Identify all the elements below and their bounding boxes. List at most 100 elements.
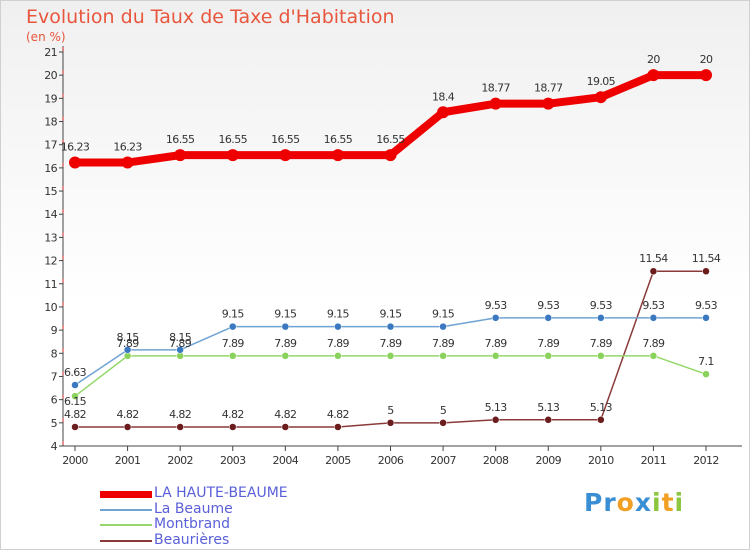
x-tick-label: 2006 — [378, 454, 404, 467]
legend-label: Beaurières — [154, 531, 230, 548]
data-label: 7.89 — [642, 337, 665, 350]
data-label: 16.23 — [113, 141, 142, 154]
x-tick-label: 2011 — [641, 454, 667, 467]
x-tick-label: 2012 — [693, 454, 719, 467]
data-point — [544, 416, 552, 424]
chart-subtitle: (en %) — [26, 30, 66, 44]
data-point — [229, 352, 237, 360]
y-tick-label: 4 — [51, 440, 58, 453]
data-point — [489, 97, 502, 110]
data-point — [542, 97, 555, 110]
legend-label: La Beaume — [154, 500, 233, 517]
data-point — [71, 392, 79, 400]
data-label: 9.15 — [274, 308, 297, 321]
data-point — [229, 322, 237, 331]
data-label: 4.82 — [327, 408, 349, 421]
data-label: 7.89 — [327, 337, 350, 350]
data-label: 5.13 — [590, 401, 613, 414]
data-point — [229, 423, 237, 431]
data-point — [123, 346, 132, 354]
data-point — [702, 314, 710, 322]
y-tick-label: 8 — [51, 347, 58, 360]
data-label: 5.13 — [537, 401, 560, 414]
data-point — [439, 322, 447, 331]
data-point — [437, 106, 450, 119]
data-point — [176, 346, 184, 354]
data-label: 4.82 — [274, 408, 296, 421]
data-label: 4.82 — [117, 408, 139, 421]
data-point — [334, 423, 342, 431]
data-point — [71, 423, 79, 431]
data-label: 9.53 — [695, 299, 718, 312]
logo-letter: r — [603, 488, 617, 517]
data-label: 19.05 — [587, 75, 616, 88]
x-tick-label: 2002 — [167, 454, 193, 467]
data-point — [174, 149, 187, 162]
x-tick-label: 2008 — [483, 454, 509, 467]
logo-letter: o — [616, 488, 635, 517]
x-tick-label: 2001 — [115, 454, 141, 467]
data-label: 11.54 — [639, 252, 668, 265]
data-point — [176, 423, 184, 431]
y-tick-label: 13 — [44, 231, 57, 244]
x-tick-label: 2010 — [588, 454, 614, 467]
data-point — [386, 352, 395, 360]
data-label: 18.77 — [534, 82, 563, 95]
data-label: 7.1 — [698, 355, 714, 368]
data-label: 9.15 — [432, 308, 455, 321]
data-point — [702, 370, 710, 378]
logo-letter: i — [674, 488, 685, 517]
data-label: 7.89 — [274, 337, 297, 350]
data-point — [281, 322, 290, 331]
data-label: 20 — [647, 53, 660, 66]
data-point — [334, 352, 342, 360]
data-label: 16.55 — [324, 133, 353, 146]
data-point — [384, 149, 397, 162]
x-tick-label: 2005 — [325, 454, 351, 467]
logo-letter: x — [634, 488, 652, 517]
data-point — [702, 267, 710, 275]
legend-label: LA HAUTE-BEAUME — [154, 485, 288, 501]
legend-swatch — [100, 524, 152, 526]
data-point — [279, 149, 292, 162]
data-point — [491, 314, 500, 322]
data-point — [597, 352, 605, 360]
data-point — [649, 314, 658, 322]
y-tick-label: 15 — [44, 185, 57, 198]
logo-letter: P — [584, 488, 604, 517]
chart-title: Evolution du Taux de Taxe d'Habitation — [26, 6, 395, 28]
y-tick-label: 11 — [44, 278, 57, 291]
data-label: 8.15 — [169, 331, 192, 344]
legend-swatch — [100, 490, 152, 498]
data-label: 16.55 — [271, 133, 300, 146]
data-point — [386, 322, 395, 331]
data-point — [649, 352, 658, 360]
y-tick-label: 14 — [44, 208, 57, 221]
data-label: 5 — [387, 404, 394, 417]
data-label: 11.54 — [692, 252, 721, 265]
data-label: 9.15 — [327, 308, 350, 321]
y-tick-label: 5 — [51, 417, 58, 430]
y-tick-label: 10 — [44, 301, 57, 314]
data-label: 5.13 — [485, 401, 508, 414]
data-label: 20 — [700, 53, 713, 66]
y-tick-label: 21 — [44, 46, 57, 59]
data-point — [594, 91, 607, 104]
data-label: 7.89 — [379, 337, 402, 350]
data-point — [334, 322, 342, 331]
y-tick-label: 20 — [44, 69, 57, 82]
y-tick-label: 18 — [44, 116, 57, 129]
data-point — [544, 314, 552, 322]
data-point — [281, 423, 290, 431]
data-point — [544, 352, 552, 360]
data-label: 6.15 — [64, 395, 87, 408]
data-point — [647, 69, 660, 82]
data-point — [69, 156, 81, 169]
data-label: 18.77 — [481, 82, 510, 95]
y-tick-label: 9 — [51, 324, 58, 337]
data-label: 7.89 — [117, 337, 140, 350]
data-point — [439, 352, 447, 360]
data-label: 7.89 — [432, 337, 455, 350]
